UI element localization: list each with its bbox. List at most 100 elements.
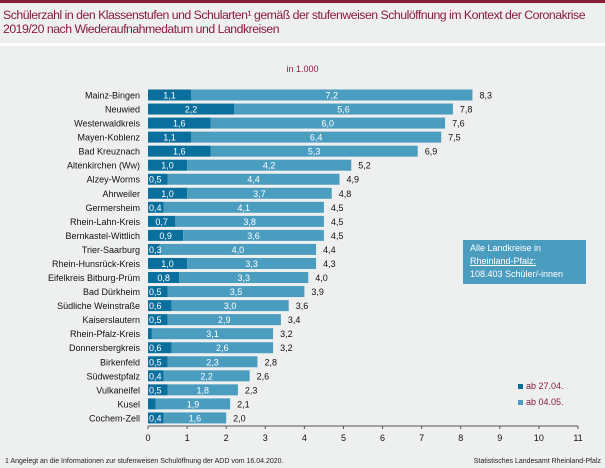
category-label: Eifelkreis Bitburg-Prüm [48,273,140,283]
category-label: Südliche Weinstraße [57,301,140,311]
data-label-ab-04-05: 1,9 [187,399,200,409]
category-label: Bernkastel-Wittlich [65,231,140,241]
bar-ab-04-05 [175,215,324,227]
bar-ab-27-04 [148,243,160,255]
legend-label: ab 04.05. [526,397,564,407]
total-label: 2,3 [245,385,258,395]
category-label: Rhein-Pfalz-Kreis [70,329,141,339]
footnote: 1 Angelegt an die Informationen zur stuf… [5,458,284,465]
info-line-1: Alle Landkreise in [470,243,542,253]
bar-ab-27-04 [148,398,156,410]
x-tick-label: 1 [185,433,190,443]
bar-ab-04-05 [187,159,352,171]
total-label: 7,8 [460,105,473,115]
bar-ab-27-04 [148,215,176,227]
category-label: Rhein-Lahn-Kreis [70,217,141,227]
data-label-ab-04-05: 2,9 [218,315,231,325]
data-label-ab-27-04: 1,0 [161,161,174,171]
unit-label: in 1.000 [286,64,319,74]
bar-ab-04-05 [163,370,250,382]
total-label: 4,5 [331,231,344,241]
bar-ab-04-05 [234,103,453,115]
bar-ab-27-04 [148,257,188,269]
x-tick-label: 3 [263,433,268,443]
bar-ab-27-04 [148,201,164,213]
total-label: 2,8 [264,357,277,367]
total-label: 2,0 [233,413,246,423]
category-label: Südwestpfalz [86,371,140,381]
total-label: 4,4 [323,245,336,255]
x-tick-label: 11 [573,433,582,443]
title-accent-line [0,0,605,3]
bar-ab-04-05 [167,384,238,396]
total-label: 7,5 [448,133,461,143]
bar-ab-27-04 [148,89,191,101]
data-label-ab-27-04: 0,9 [159,231,172,241]
data-label-ab-04-05: 2,3 [206,357,219,367]
legend-swatch-dark [518,384,523,389]
title-area: Schülerzahl in den Klassenstufen und Sch… [0,3,605,43]
data-label-ab-04-05: 3,5 [230,287,243,297]
data-label-ab-27-04: 0,4 [149,413,162,423]
total-label: 3,6 [296,301,309,311]
x-tick-label: 9 [497,433,502,443]
total-label: 4,8 [339,189,352,199]
x-tick-label: 0 [145,433,150,443]
bar-ab-04-05 [151,328,274,340]
data-label-ab-04-05: 4,1 [238,203,251,213]
data-label-ab-27-04: 0,5 [149,357,162,367]
bar-ab-27-04 [148,187,188,199]
data-label-ab-27-04: 1,0 [161,189,174,199]
data-label-ab-04-05: 3,8 [243,217,256,227]
bar-ab-04-05 [187,257,317,269]
bar-ab-27-04 [148,286,168,298]
data-label-ab-04-05: 6,0 [322,119,335,129]
total-label: 3,4 [288,315,301,325]
data-label-ab-04-05: 6,4 [310,133,323,143]
total-label: 4,3 [323,259,336,269]
data-label-ab-04-05: 3,1 [206,329,219,339]
total-label: 4,5 [331,217,344,227]
data-label-ab-27-04: 0,4 [149,203,162,213]
total-label: 6,9 [425,147,438,157]
bar-ab-04-05 [167,173,340,185]
bar-ab-04-05 [167,356,258,368]
bar-ab-27-04 [148,384,168,396]
data-label-ab-27-04: 0,4 [149,371,162,381]
legend-label: ab 27.04. [526,381,564,391]
total-label: 4,5 [331,203,344,213]
category-label: Bad Dürkheim [83,287,140,297]
data-label-ab-27-04: 0,7 [155,217,168,227]
data-label-ab-27-04: 1,1 [163,91,176,101]
total-label: 3,2 [280,343,293,353]
category-label: Rhein-Hunsrück-Kreis [52,259,141,269]
bar-ab-27-04 [148,300,172,312]
x-tick-label: 7 [419,433,424,443]
bar-ab-27-04 [148,131,191,143]
total-label: 2,1 [237,399,250,409]
data-label-ab-04-05: 1,8 [196,385,209,395]
data-label-ab-27-04: 0,5 [149,385,162,395]
data-label-ab-04-05: 7,2 [325,91,338,101]
bar-ab-27-04 [148,145,211,157]
data-label-ab-27-04: 1,0 [161,259,174,269]
data-label-ab-04-05: 5,6 [337,105,350,115]
legend-item-ab-04-05: ab 04.05. [518,397,564,407]
x-tick-label: 4 [302,433,307,443]
legend-swatch-light [518,400,523,405]
bar-ab-27-04 [148,229,184,241]
data-label-ab-27-04: 1,6 [173,119,186,129]
category-label: Altenkirchen (Ww) [67,161,140,171]
bar-ab-27-04 [148,328,152,340]
x-tick-label: 8 [458,433,463,443]
data-label-ab-27-04: 0,3 [149,245,162,255]
data-label-ab-04-05: 5,3 [308,147,321,157]
category-label: Bad Kreuznach [78,147,140,157]
bar-ab-27-04 [148,117,211,129]
bar-ab-04-05 [167,314,281,326]
category-label: Birkenfeld [100,357,140,367]
bar-ab-04-05 [187,187,332,199]
total-label: 4,9 [347,175,360,185]
category-label: Westerwaldkreis [74,119,140,129]
data-label-ab-04-05: 3,3 [245,259,258,269]
